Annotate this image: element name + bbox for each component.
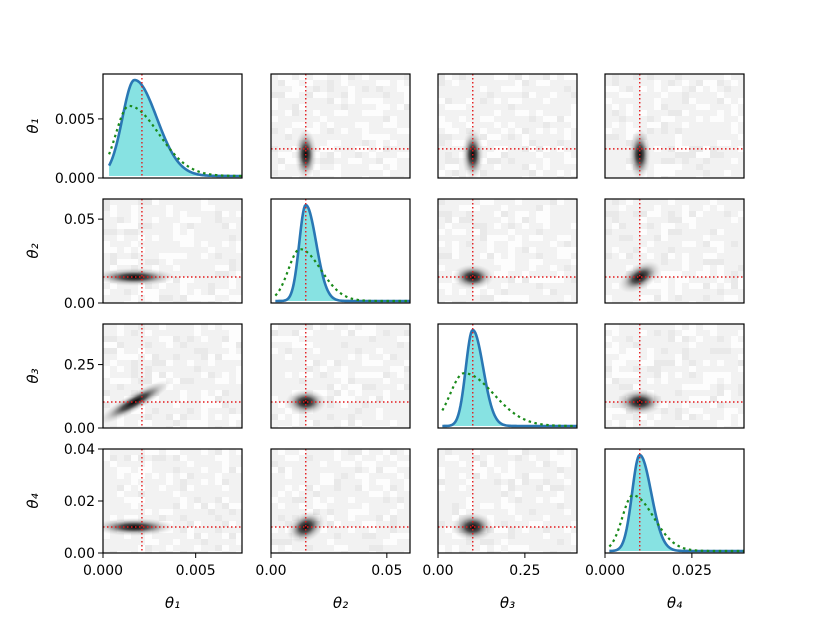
- axis-labels: θ₁ θ₁ θ₂ θ₂ θ₃ θ₃ θ₄ θ₄: [24, 118, 682, 612]
- panel-theta2-vs-theta3: [437, 198, 578, 304]
- panel-frame: [270, 448, 411, 554]
- y-axis-label-theta3: θ₃: [24, 368, 42, 383]
- panel-frame: [270, 73, 411, 179]
- panel-frame: [437, 323, 578, 429]
- y-axis-label-theta1: θ₁: [24, 118, 42, 133]
- posterior-density-blob: [285, 389, 327, 415]
- posterior-density-blob: [451, 512, 494, 542]
- x-axis-label-theta4: θ₄: [667, 594, 682, 612]
- prior-line-theta2: [274, 248, 410, 303]
- x-tick-label-theta2: 0.05: [371, 563, 402, 579]
- panel-theta3-vs-theta1: 0.00 0.25: [64, 323, 243, 437]
- x-tick-label-theta4: 0.025: [672, 563, 712, 579]
- y-tick-label-theta3: 0.00: [64, 421, 95, 437]
- posterior-fill-theta4: [609, 455, 744, 551]
- panel-theta4-vs-theta1: 0.00 0.02 0.04 0.000 0.005: [64, 442, 243, 579]
- posterior-density-blob: [103, 380, 171, 424]
- x-tick-label-theta3: 0.25: [509, 563, 540, 579]
- y-axis-label-theta4: θ₄: [24, 493, 42, 508]
- panel-frame: [437, 448, 578, 554]
- panel-theta4-vs-theta4: 0.000 0.025: [585, 448, 745, 579]
- panel-theta4-vs-theta3: 0.00 0.25: [422, 448, 578, 579]
- posterior-density-blob: [294, 128, 317, 178]
- panel-frame: [102, 198, 243, 304]
- posterior-line-theta1: [107, 78, 242, 178]
- panel-frame: [102, 323, 243, 429]
- panel-frame: [604, 73, 745, 179]
- posterior-density-blob: [286, 510, 325, 544]
- panel-theta2-vs-theta2: [270, 198, 411, 304]
- y-tick-label-theta3: 0.25: [64, 358, 95, 374]
- panel-frame: [604, 323, 745, 429]
- panel-theta2-vs-theta1: 0.00 0.05: [64, 198, 243, 312]
- panel-theta1-vs-theta4: [604, 73, 745, 179]
- x-axis-label-theta3: θ₃: [500, 594, 515, 612]
- y-axis-label-theta2: θ₂: [24, 243, 42, 258]
- posterior-density-blob: [451, 264, 494, 290]
- posterior-density-blob: [628, 128, 651, 178]
- x-axis-label-theta1: θ₁: [165, 594, 180, 612]
- panel-theta2-vs-theta4: [604, 198, 745, 304]
- y-tick-label-theta2: 0.05: [64, 212, 95, 228]
- prior-line-theta4: [608, 494, 744, 553]
- panel-theta1-vs-theta1: 0.000 0.005: [55, 73, 243, 187]
- posterior-fill-theta1: [109, 80, 242, 176]
- posterior-fill-theta3: [442, 330, 577, 426]
- x-tick-label-theta1: 0.000: [83, 563, 123, 579]
- panel-theta3-vs-theta4: [604, 323, 745, 429]
- posterior-density-blob: [618, 261, 661, 293]
- y-tick-label-theta4: 0.04: [64, 442, 95, 458]
- x-tick-label-theta1: 0.005: [176, 563, 216, 579]
- posterior-density-blob: [461, 128, 484, 178]
- x-axis-label-theta2: θ₂: [333, 594, 348, 612]
- panel-theta3-vs-theta2: [270, 323, 411, 429]
- y-tick-label-theta1: 0.000: [55, 171, 95, 187]
- x-tick-label-theta3: 0.00: [422, 563, 453, 579]
- y-tick-label-theta4: 0.00: [64, 546, 95, 562]
- panel-frame: [102, 73, 243, 179]
- panel-frame: [604, 448, 745, 554]
- panel-frame: [604, 198, 745, 304]
- panel-frame: [270, 323, 411, 429]
- panel-theta3-vs-theta3: [437, 323, 578, 429]
- panel-frame: [437, 198, 578, 304]
- y-tick-label-theta2: 0.00: [64, 296, 95, 312]
- x-tick-label-theta2: 0.00: [255, 563, 286, 579]
- panel-frame: [270, 198, 411, 304]
- panel-grid: 0.0000.0050.000.050.000.250.000.020.040.…: [55, 73, 745, 579]
- x-tick-label-theta4: 0.000: [585, 563, 625, 579]
- panel-theta1-vs-theta2: [270, 73, 411, 179]
- prior-line-theta1: [108, 104, 242, 178]
- prior-line-theta3: [441, 372, 577, 428]
- panel-theta4-vs-theta2: 0.00 0.05: [255, 448, 411, 579]
- y-tick-label-theta4: 0.02: [64, 494, 95, 510]
- panel-frame: [437, 73, 578, 179]
- posterior-fill-theta2: [275, 205, 410, 301]
- panel-theta1-vs-theta3: [437, 73, 578, 179]
- y-tick-label-theta1: 0.005: [55, 112, 95, 128]
- posterior-density-blob: [616, 389, 663, 415]
